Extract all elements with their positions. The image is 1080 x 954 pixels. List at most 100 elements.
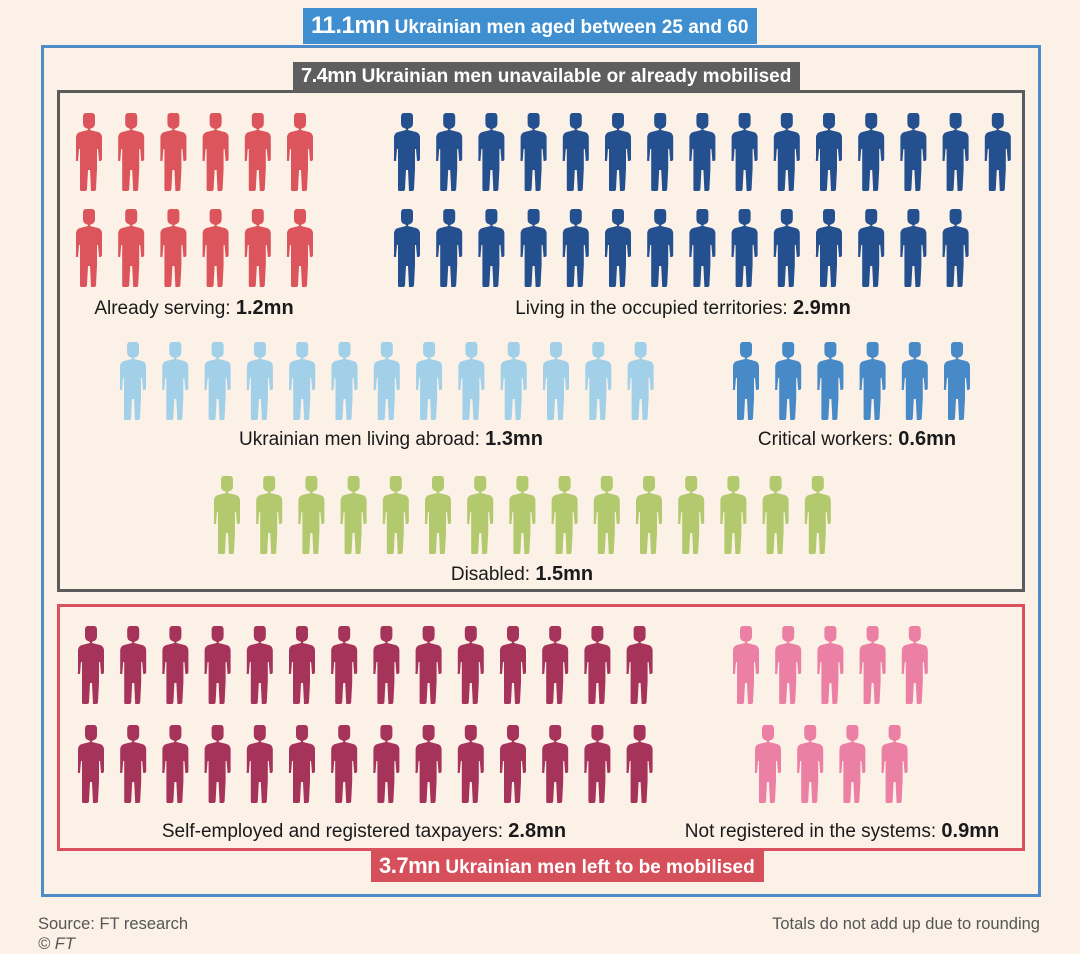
person-figure-serving [244,113,271,191]
caption-value: 0.6mn [898,428,957,450]
person-figure-disabled [762,476,789,554]
person-figure-notregistered [839,725,866,803]
person-figure-serving [286,113,313,191]
person-figure-occupied [731,209,758,287]
person-figure-abroad [331,342,358,420]
source-note: Source: FT research [38,915,189,933]
caption-self-employed: Self-employed and registered taxpayers: … [162,821,566,841]
person-figure-notregistered [859,626,886,704]
person-figure-occupied [520,113,547,191]
person-figure-critical [817,342,844,420]
person-figure-disabled [382,476,409,554]
person-figure-occupied [900,113,927,191]
person-figure-occupied [478,209,505,287]
person-figure-occupied [604,209,631,287]
person-figure-selfemployed [626,725,653,803]
person-figure-selfemployed [77,725,104,803]
caption-not-registered: Not registered in the systems: 0.9mn [685,821,999,841]
person-figure-occupied [731,113,758,191]
person-figure-selfemployed [204,626,231,704]
caption-label: Living in the occupied territories: [515,298,788,319]
person-figure-occupied [942,209,969,287]
caption-critical-workers: Critical workers: 0.6mn [758,429,956,449]
person-figure-critical [901,342,928,420]
person-figure-abroad [415,342,443,420]
person-figure-selfemployed [541,626,569,704]
person-figure-selfemployed [330,626,358,704]
person-figure-abroad [373,342,400,420]
person-figure-abroad [161,342,189,420]
person-figure-occupied [984,113,1011,191]
person-figure-abroad [542,342,569,420]
person-figure-serving [117,113,145,191]
caption-label: Ukrainian men living abroad: [239,429,480,450]
caption-label: Self-employed and registered taxpayers: [161,821,504,842]
person-figure-occupied [393,113,420,191]
person-figure-occupied [646,209,674,287]
person-figure-selfemployed [246,725,273,803]
total-men-frame [41,45,1041,897]
person-figure-occupied [604,113,631,191]
person-figure-critical [943,342,970,420]
person-figure-disabled [635,476,662,554]
person-figure-selfemployed [288,626,315,704]
caption-label: Already serving: [94,298,231,319]
person-figure-abroad [500,342,527,420]
person-figure-notregistered [817,626,844,704]
caption-living-abroad: Ukrainian men living abroad: 1.3mn [239,429,543,449]
person-figure-disabled [424,476,451,554]
person-figure-abroad [584,342,612,420]
person-figure-disabled [551,476,578,554]
person-figure-abroad [288,342,316,420]
person-figure-occupied [689,209,716,287]
person-figure-abroad [458,342,485,420]
person-figure-occupied [857,113,885,191]
person-figure-serving [160,113,187,191]
person-figure-critical [859,342,886,420]
person-figure-selfemployed [288,725,315,803]
caption-value: 2.8mn [508,820,567,842]
person-figure-occupied [815,209,842,287]
caption-disabled: Disabled: 1.5mn [451,564,593,584]
person-figure-occupied [773,113,800,191]
person-figure-occupied [520,209,547,287]
left-to-mobilise-header: 3.7mn Ukrainian men left to be mobilised [371,850,764,882]
person-figure-notregistered [774,626,802,704]
person-figure-critical [774,342,802,420]
person-figure-occupied [773,209,800,287]
person-figure-selfemployed [457,725,484,803]
person-figure-selfemployed [499,725,526,803]
person-figure-selfemployed [457,626,484,704]
person-figure-selfemployed [373,725,400,803]
unavailable-men-value: 7.4mn [301,65,357,87]
person-figure-selfemployed [77,626,104,704]
total-men-label: Ukrainian men aged between 25 and 60 [394,17,749,38]
caption-value: 2.9mn [792,297,851,319]
person-figure-disabled [720,476,747,554]
person-figure-occupied [689,113,716,191]
person-figure-selfemployed [584,725,611,803]
person-figure-serving [202,113,229,191]
person-figure-selfemployed [415,725,442,803]
person-figure-selfemployed [119,725,147,803]
person-figure-disabled [677,476,705,554]
unavailable-men-header: 7.4mn Ukrainian men unavailable or alrea… [293,62,801,92]
caption-already-serving: Already serving: 1.2mn [94,298,293,318]
copyright-note: © FT [38,935,75,953]
total-men-header: 11.1mn Ukrainian men aged between 25 and… [303,8,758,44]
person-figure-serving [160,209,187,287]
person-figure-disabled [298,476,325,554]
person-figure-disabled [593,476,620,554]
person-figure-serving [244,209,271,287]
person-figure-occupied [900,209,927,287]
person-figure-notregistered [732,626,759,704]
person-figure-abroad [246,342,273,420]
person-figure-abroad [627,342,654,420]
person-figure-serving [75,113,102,191]
person-figure-occupied [646,113,674,191]
person-figure-selfemployed [162,725,189,803]
caption-occupied-territories: Living in the occupied territories: 2.9m… [515,298,851,318]
person-figure-selfemployed [415,626,442,704]
caption-label: Critical workers: [757,429,894,450]
